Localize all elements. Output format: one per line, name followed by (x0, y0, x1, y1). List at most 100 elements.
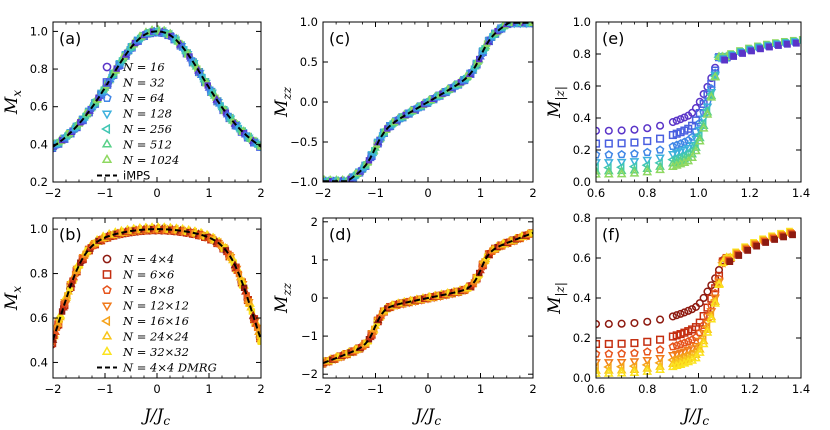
plot-area-a (53, 24, 261, 153)
legend: N = 4×4 N = 6×6N = 8×8 N = 12×12N = 16×16 N… (97, 252, 217, 375)
data-point (699, 293, 708, 303)
legend-marker (102, 78, 112, 87)
data-point (603, 165, 614, 175)
data-point (243, 292, 250, 299)
data-point (702, 107, 713, 116)
data-point (710, 298, 720, 307)
x-tick-label: 0 (424, 382, 431, 396)
panel-a: −2 −1 0 1 20.20.40.60.81.0Mx(a)N = 16N = 32N… (2, 21, 265, 200)
data-point (711, 284, 720, 293)
data-point (617, 139, 626, 148)
legend-marker (102, 93, 112, 102)
data-point (596, 362, 599, 372)
data-point (655, 145, 665, 154)
data-point (706, 314, 717, 323)
data-point (744, 246, 752, 254)
data-point (702, 324, 713, 334)
data-point (792, 39, 800, 47)
data-point (604, 126, 613, 135)
data-point (642, 147, 652, 156)
data-point (671, 149, 682, 159)
x-tick-label: 0.8 (638, 186, 656, 200)
y-tick-label: 2 (311, 215, 318, 229)
data-point (694, 136, 705, 145)
data-point (683, 336, 693, 346)
data-point (672, 311, 681, 320)
data-point (596, 365, 601, 374)
data-point (655, 154, 665, 163)
data-point (656, 134, 665, 143)
data-point (757, 45, 764, 53)
data-point (596, 159, 601, 168)
data-point (698, 120, 709, 129)
data-point (672, 340, 682, 350)
data-point (642, 166, 653, 176)
data-point (691, 352, 701, 362)
data-point (789, 231, 796, 239)
data-point (771, 236, 779, 243)
y-tick-label: 1.0 (30, 222, 48, 236)
x-tick-label: 1 (205, 186, 212, 200)
y-tick-label: −1.0 (290, 175, 318, 189)
data-point (642, 163, 653, 173)
data-point (726, 258, 734, 265)
data-point (630, 138, 639, 147)
data-point (596, 166, 601, 175)
x-axis-label-middle: J/Jc (412, 406, 441, 428)
data-point (617, 126, 626, 135)
data-point (691, 349, 701, 359)
x-tick-label: −1 (367, 382, 384, 396)
y-tick-label: 0.8 (573, 47, 591, 61)
data-point (596, 169, 601, 178)
panel-label: (f) (602, 225, 620, 244)
x-tick-label: 1.0 (689, 382, 707, 396)
data-point (766, 43, 773, 51)
reference-curve (323, 231, 533, 365)
y-tick-label: 0.6 (573, 79, 591, 93)
panel-label: (d) (329, 225, 352, 244)
data-point (617, 349, 626, 358)
data-point (668, 118, 677, 127)
reference-curve (323, 22, 533, 182)
y-tick-label: 0.6 (30, 311, 48, 325)
y-tick-label: −1 (301, 329, 318, 343)
y-tick-label: −0.5 (290, 135, 318, 149)
data-point (668, 141, 678, 151)
data-point (702, 109, 713, 118)
x-tick-label: −1 (367, 186, 384, 200)
legend-marker (101, 110, 113, 120)
y-tick-label: −2 (301, 367, 318, 381)
data-point (656, 335, 665, 344)
data-point (694, 344, 705, 353)
panel-d: −2 −1 0 1 2 −2 −1 0 1 2 Mzz (d) (272, 215, 537, 396)
data-point (630, 125, 639, 134)
data-point (799, 36, 801, 44)
legend-label: N = 32 (122, 76, 165, 90)
data-point (672, 140, 682, 149)
data-point (780, 233, 787, 241)
x-tick-label: 1.2 (741, 186, 759, 200)
y-axis-label: M|z| (545, 86, 567, 119)
data-point (721, 56, 729, 64)
data-point (695, 299, 704, 308)
x-tick-label: 1.2 (741, 382, 759, 396)
legend-label: N = 64 (122, 91, 165, 105)
data-point (630, 149, 639, 158)
data-point (604, 139, 613, 148)
data-point (694, 132, 705, 142)
data-point (629, 164, 640, 174)
data-point (675, 148, 686, 157)
panel-b: −2 −1 0 1 20.40.60.81.0Mx(b)N = 4×4N = 6×6N … (2, 217, 265, 396)
legend-label: N = 32×32 (122, 345, 189, 359)
legend-marker (101, 302, 113, 312)
plot-area-b (53, 222, 261, 349)
y-axis-label: Mzz (272, 86, 294, 118)
y-tick-label: 0.4 (573, 111, 591, 125)
data-point (672, 116, 681, 125)
legend-marker (101, 138, 113, 148)
y-tick-label: 0.4 (573, 291, 591, 305)
y-tick-label: 1.0 (573, 15, 591, 29)
panel-label: (e) (602, 29, 624, 48)
x-tick-label: 1 (477, 382, 484, 396)
